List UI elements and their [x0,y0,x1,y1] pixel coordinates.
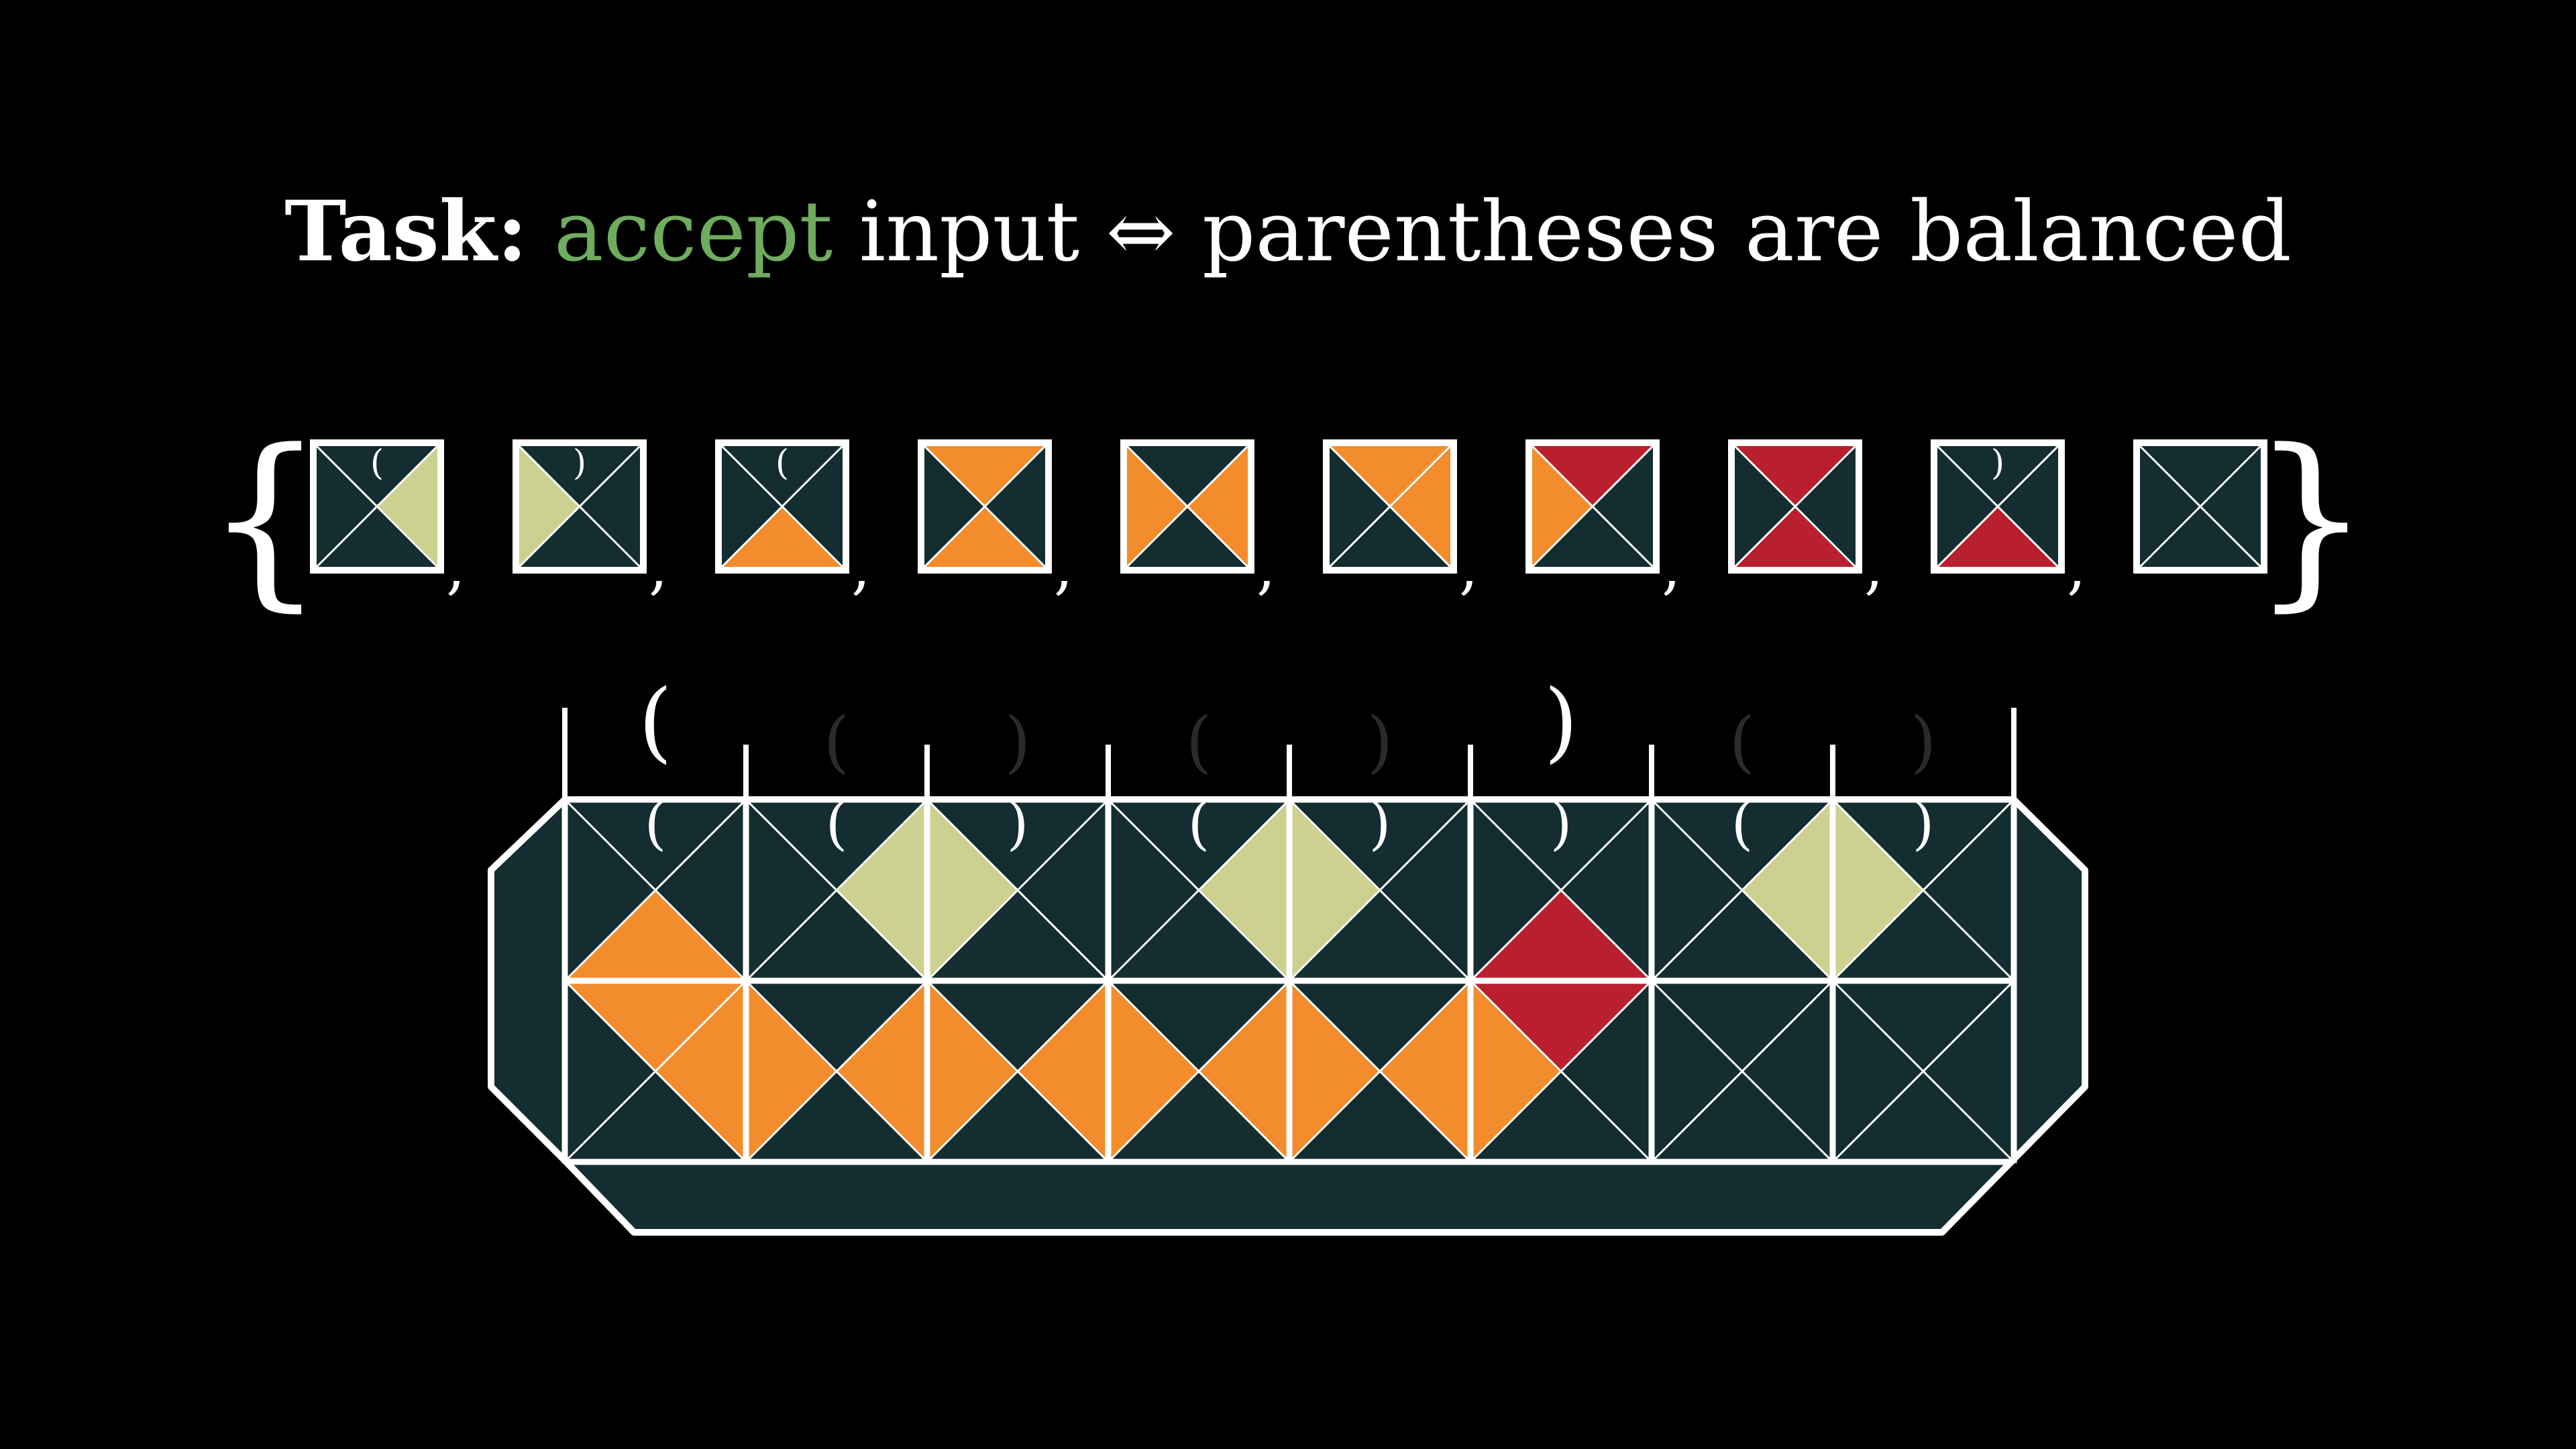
tile-diagonal [745,979,928,1163]
tile-diagonal [1469,798,1653,982]
grid-tile: ) [1288,791,1472,982]
tile-diagonal [1831,979,2015,1163]
grid-tile: ) [1831,791,2015,982]
grid-tile: ( [745,791,928,982]
tile-type-1: ( [310,439,444,574]
tile-border [2133,439,2267,574]
grid-tile [1288,979,1472,1163]
tile-diagonal [1107,798,1291,982]
tile-separator-comma: , [446,532,466,602]
tile-separator-comma: , [1256,532,1276,602]
tile-diagonal [717,441,847,572]
input-symbol: ) [1544,670,1578,772]
tile-border [918,439,1052,574]
grid-tile: ) [1469,791,1653,982]
tile-border [1323,439,1457,574]
tile-diagonal [1107,979,1291,1163]
title-task-label: Task: [284,183,527,280]
close-brace: } [2251,410,2371,629]
grid-tile: ( [1650,791,1834,982]
input-symbol: ) [1910,702,1936,781]
tile-separator-comma: , [851,532,871,602]
tile-diagonal [1650,979,1834,1163]
tile-separator-comma: , [2067,532,2086,602]
tile-diagonal [1288,798,1472,982]
tile-label: ) [573,443,586,484]
tile-diagonal [2135,441,2265,572]
title-accept-word: accept [554,184,833,280]
grid-tile [1831,979,2015,1163]
input-symbol: ) [1366,702,1393,781]
tile-label: ) [1991,443,2004,484]
tile-separator-comma: , [1459,532,1479,602]
tile-label: ( [775,443,789,484]
grid-tile [1469,979,1653,1163]
tile-separator-comma: , [1864,532,1884,602]
grid-tile [564,979,747,1163]
tile-diagonal [1288,979,1472,1163]
tiling-diagram: (()())()(()())() [488,670,2088,1236]
input-symbol: ) [1004,702,1030,781]
tile-set: { (,), (,,,,,,),} [205,410,2371,629]
tile-border [715,439,849,574]
tile-diagonal [926,979,1110,1163]
grid-tile: ( [1107,791,1291,982]
grid-tile: ( [564,791,747,982]
tile-diagonal [1527,441,1658,572]
grid-tile [1107,979,1291,1163]
tile-type-5 [1120,439,1254,574]
tile-diagonal [920,441,1050,572]
tile-type-8 [1728,439,1862,574]
tile-border [1931,439,2065,574]
tile-diagonal [1933,441,2063,572]
tile-border [310,439,444,574]
input-symbol: ( [1185,702,1212,781]
grid-tile [745,979,928,1163]
tile-label: ( [370,443,384,484]
tile-type-6 [1323,439,1457,574]
input-symbol: ( [639,670,673,772]
input-symbol: ( [1729,702,1755,781]
tile-border [1525,439,1660,574]
title: Task: accept input ⇔ parentheses are bal… [284,183,2292,280]
tile-border [513,439,647,574]
tile-diagonal [1650,798,1834,982]
tile-type-3: ( [715,439,849,574]
tile-border [1120,439,1254,574]
tile-type-2: ) [513,439,647,574]
grid-tile [1650,979,1834,1163]
tile-diagonal [1831,798,2015,982]
input-symbol: ( [823,702,849,781]
tile-separator-comma: , [1054,532,1073,602]
tile-diagonal [1325,441,1455,572]
grid-tile: ) [926,791,1110,982]
tile-diagonal [1469,979,1653,1163]
tile-type-4 [918,439,1052,574]
tile-type-10 [2133,439,2267,574]
tile-diagonal [312,441,442,572]
tile-diagonal [926,798,1110,982]
tile-separator-comma: , [1662,532,1681,602]
title-rest: input ⇔ parentheses are balanced [833,184,2292,280]
tile-diagonal [1122,441,1252,572]
tile-diagonal [745,798,928,982]
tile-separator-comma: , [649,532,668,602]
tile-diagonal [515,441,645,572]
tile-type-9: ) [1931,439,2065,574]
tile-type-7 [1525,439,1660,574]
tile-diagonal [564,798,747,982]
grid-tile [926,979,1110,1163]
tile-diagonal [564,979,747,1163]
tile-diagonal [1730,441,1860,572]
open-brace: { [205,410,325,629]
tile-border [1728,439,1862,574]
